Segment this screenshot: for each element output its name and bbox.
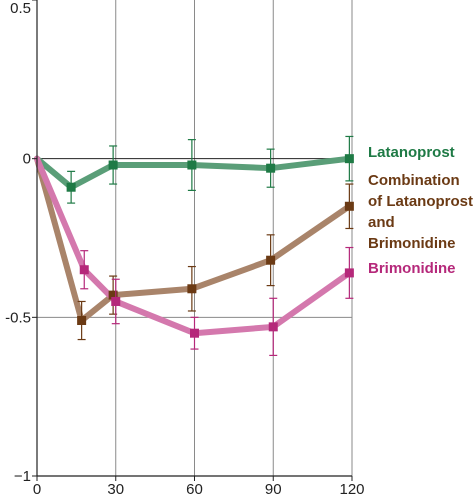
data-point [108, 160, 118, 170]
legend-label: Brimonidine [368, 260, 456, 277]
y-tick-label: 0 [23, 151, 31, 168]
x-tick-label: 30 [107, 481, 124, 498]
y-tick-label: 0.5 [10, 0, 31, 17]
series-line [34, 155, 353, 191]
x-tick-label: 60 [186, 481, 203, 498]
data-point [344, 154, 354, 164]
data-point [187, 160, 197, 170]
series-markers-1 [77, 183, 354, 341]
data-point [108, 290, 118, 300]
data-point [344, 201, 354, 211]
data-point [266, 255, 276, 265]
legend-label: Latanoprost [368, 144, 455, 161]
axes: 0 30 60 90 120 0.5 0 -0.5 −1 [5, 0, 365, 498]
series-0 [34, 155, 353, 191]
y-tick-label: -0.5 [5, 309, 31, 326]
legend: Latanoprost Combination of Latanoprost and B… [368, 144, 473, 277]
series-2 [34, 155, 353, 337]
series-line [34, 155, 353, 337]
data-point [344, 268, 354, 278]
series-markers-2 [79, 246, 354, 357]
x-tick-label: 120 [339, 481, 364, 498]
data-point [187, 284, 197, 294]
data-point [266, 163, 276, 173]
data-point [111, 296, 121, 306]
legend-label: and [368, 214, 395, 231]
x-tick-label: 90 [265, 481, 282, 498]
series-1 [34, 155, 353, 324]
data-point [268, 322, 278, 332]
series-line [34, 155, 353, 324]
legend-label: Brimonidine [368, 235, 456, 252]
x-tick-label: 0 [33, 481, 41, 498]
series-markers-0 [66, 135, 354, 204]
legend-label: of Latanoprost [368, 193, 473, 210]
data-point [190, 328, 199, 338]
legend-label: Combination [368, 172, 460, 189]
data-point [77, 316, 87, 326]
y-tick-label: −1 [14, 468, 31, 485]
data-point [79, 265, 89, 275]
data-point [66, 182, 76, 192]
series-layer [34, 135, 354, 357]
